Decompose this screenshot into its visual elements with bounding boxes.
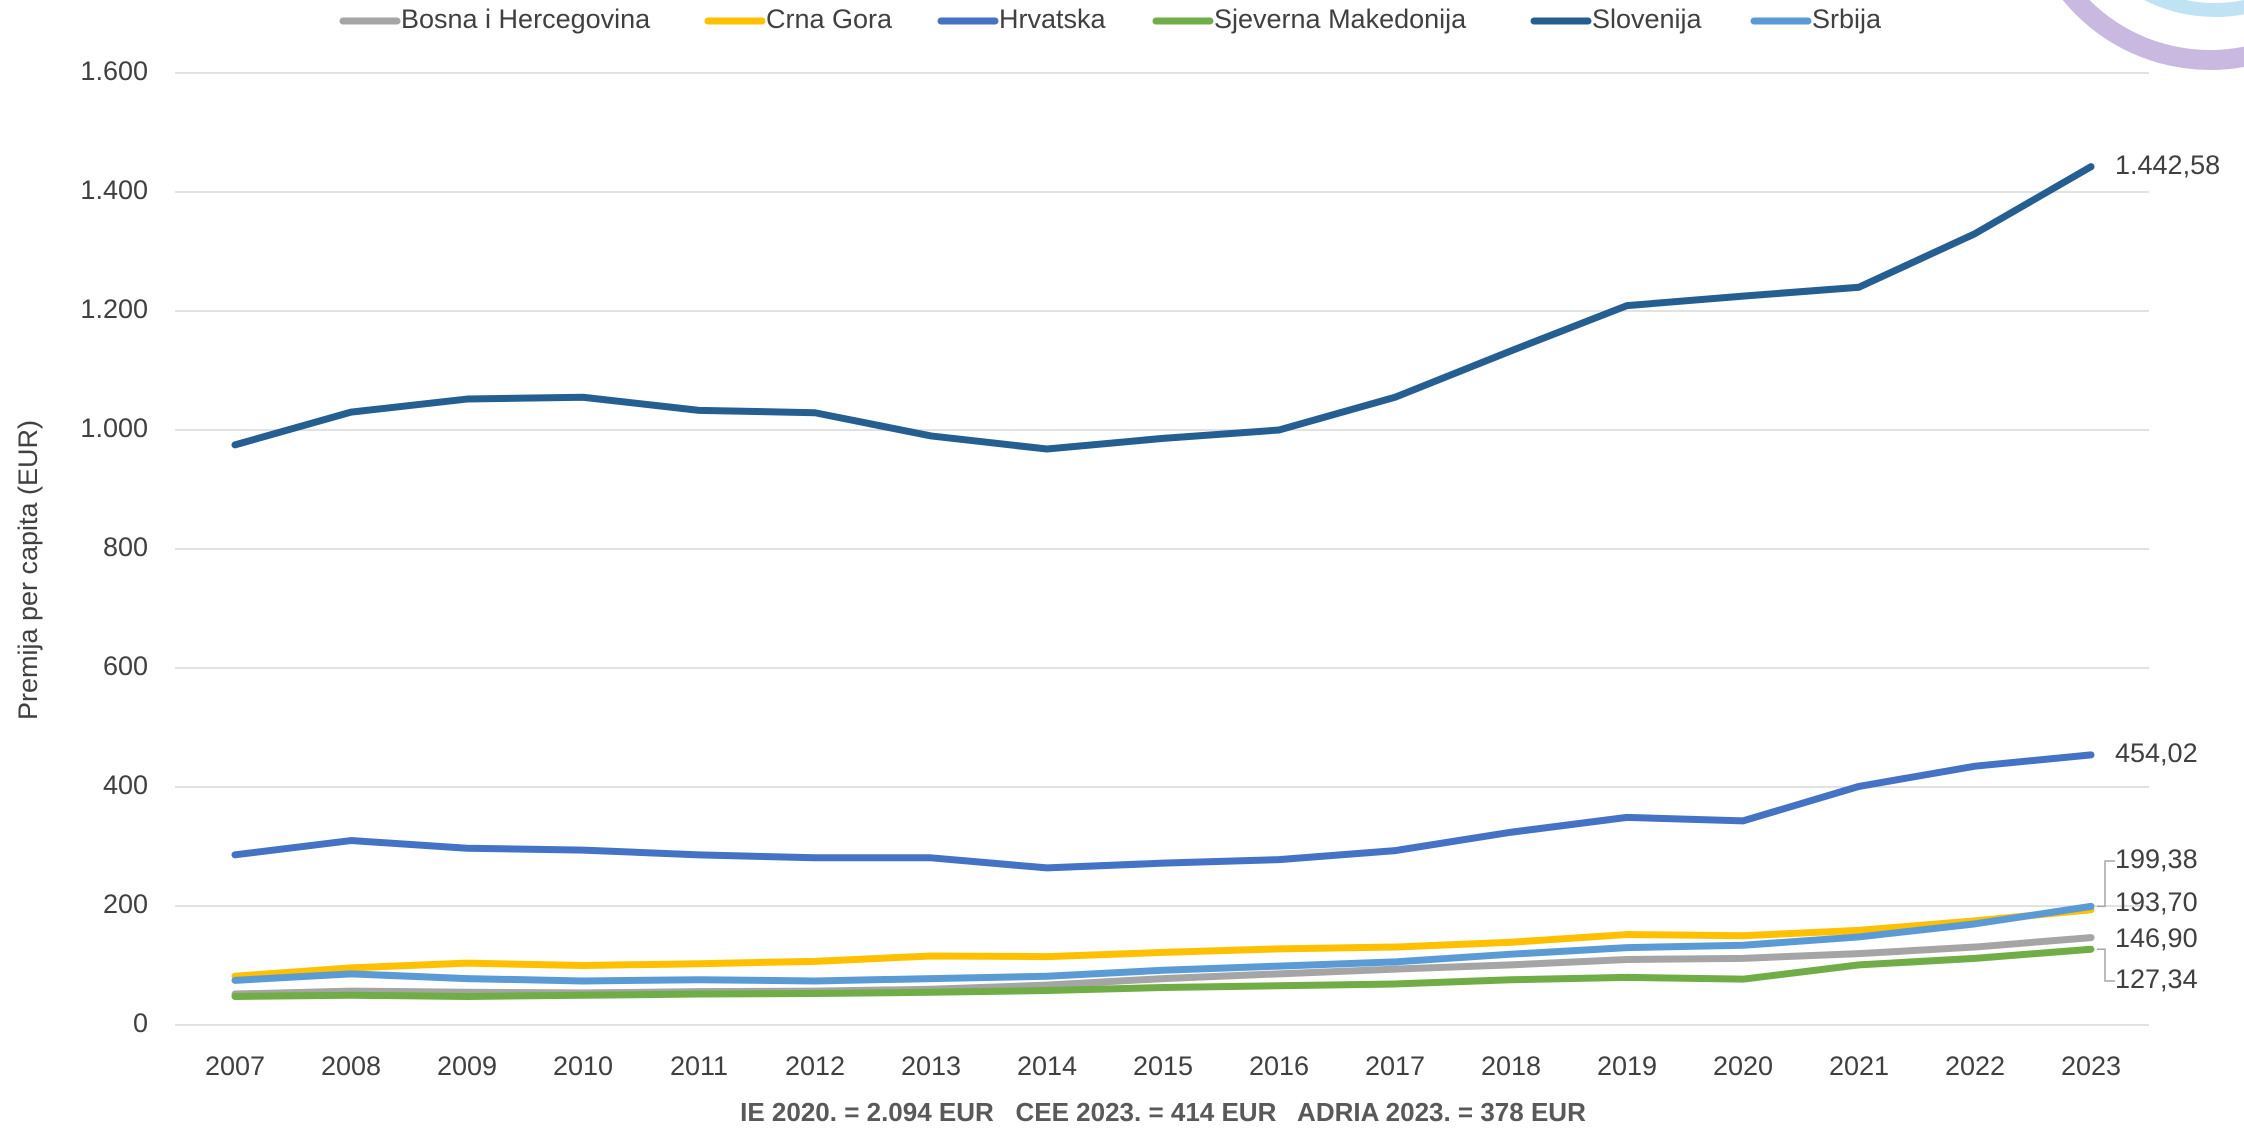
data-label: 127,34 [2115,964,2198,994]
x-tick-label: 2009 [437,1051,497,1081]
x-tick-label: 2008 [321,1051,381,1081]
data-label: 193,70 [2115,887,2198,917]
y-tick-label: 1.200 [80,294,148,324]
y-tick-label: 400 [103,770,148,800]
data-label: 199,38 [2115,844,2198,874]
y-tick-label: 800 [103,532,148,562]
legend-label: Bosna i Hercegovina [401,4,651,34]
chart: Premija per capita (EUR) IE 2020. = 2.09… [0,0,2244,1129]
x-tick-label: 2017 [1365,1051,1425,1081]
decoration [2030,0,2244,60]
legend-label: Slovenija [1592,4,1703,34]
x-tick-label: 2023 [2061,1051,2121,1081]
data-label: 1.442,58 [2115,150,2220,180]
x-tick-label: 2015 [1133,1051,1193,1081]
y-tick-label: 1.000 [80,413,148,443]
y-axis-label: Premija per capita (EUR) [13,420,43,720]
y-tick-label: 0 [133,1008,148,1038]
x-tick-label: 2007 [205,1051,265,1081]
data-label: 454,02 [2115,738,2198,768]
x-tick-label: 2013 [901,1051,961,1081]
x-tick-label: 2016 [1249,1051,1309,1081]
y-tick-label: 1.600 [80,56,148,86]
x-tick-label: 2014 [1017,1051,1077,1081]
legend-label: Srbija [1812,4,1882,34]
y-tick-label: 600 [103,651,148,681]
leader-line [2097,949,2115,981]
legend-label: Crna Gora [766,4,893,34]
x-tick-label: 2019 [1597,1051,1657,1081]
data-label: 146,90 [2115,923,2198,953]
x-tick-label: 2011 [670,1051,728,1081]
series-line [235,167,2091,449]
legend-label: Sjeverna Makedonija [1214,4,1467,34]
x-tick-label: 2012 [785,1051,845,1081]
y-tick-label: 200 [103,889,148,919]
x-tick-label: 2022 [1945,1051,2005,1081]
x-tick-label: 2010 [553,1051,613,1081]
y-tick-label: 1.400 [80,175,148,205]
footnote: IE 2020. = 2.094 EUR CEE 2023. = 414 EUR… [740,1097,1586,1127]
x-tick-label: 2020 [1713,1051,1773,1081]
x-tick-label: 2018 [1481,1051,1541,1081]
leader-line [2097,861,2115,906]
x-tick-label: 2021 [1829,1051,1889,1081]
legend-label: Hrvatska [999,4,1107,34]
series-line [235,755,2091,868]
